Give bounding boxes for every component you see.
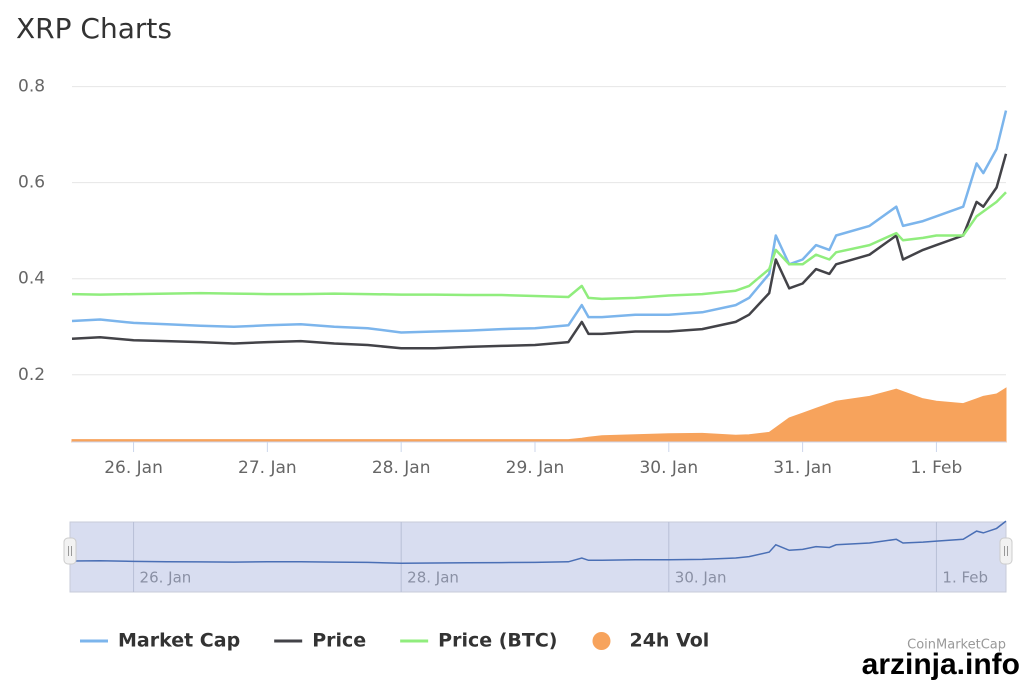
y-tick-label: 0.2 <box>18 365 45 385</box>
x-tick-label: 26. Jan <box>104 458 163 478</box>
navigator-handle <box>999 537 1013 565</box>
navigator-handle <box>63 537 77 565</box>
y-tick-label: 0.8 <box>18 77 45 97</box>
chart-title: XRP Charts <box>16 12 172 45</box>
line <box>71 110 1008 334</box>
legend-symbol <box>592 632 611 650</box>
line <box>71 153 1008 350</box>
navigator-tick-label: 30. Jan <box>675 569 727 587</box>
x-tick-label: 1. Feb <box>911 458 963 478</box>
legend-label: 24h Vol <box>629 630 709 652</box>
x-tick-label: 28. Jan <box>372 458 431 478</box>
y-tick-label: 0.4 <box>18 269 45 289</box>
line <box>71 191 1007 301</box>
x-tick-label: 29. Jan <box>506 458 565 478</box>
legend-item[interactable]: Market Cap <box>80 630 240 652</box>
legend-label: Price <box>312 630 366 652</box>
x-tick-label: 30. Jan <box>639 458 698 478</box>
x-tick-label: 27. Jan <box>238 458 297 478</box>
watermark: arzinja.info <box>862 648 1020 681</box>
navigator-tick-label: 26. Jan <box>140 569 192 587</box>
area <box>71 387 1007 443</box>
navigator <box>69 521 1007 593</box>
legend-label: Market Cap <box>118 630 240 652</box>
x-tick-label: 31. Jan <box>773 458 832 478</box>
legend-label: Price (BTC) <box>438 630 557 652</box>
legend-item[interactable]: Price (BTC) <box>400 630 557 652</box>
navigator-tick-label: 1. Feb <box>942 569 988 587</box>
credit: CoinMarketCap <box>907 638 1006 653</box>
navigator-tick-label: 28. Jan <box>407 569 459 587</box>
legend-item[interactable]: Price <box>274 630 366 652</box>
y-tick-label: 0.6 <box>18 173 45 193</box>
navigator-line <box>71 520 1007 564</box>
legend-item[interactable]: 24h Vol <box>592 630 709 652</box>
